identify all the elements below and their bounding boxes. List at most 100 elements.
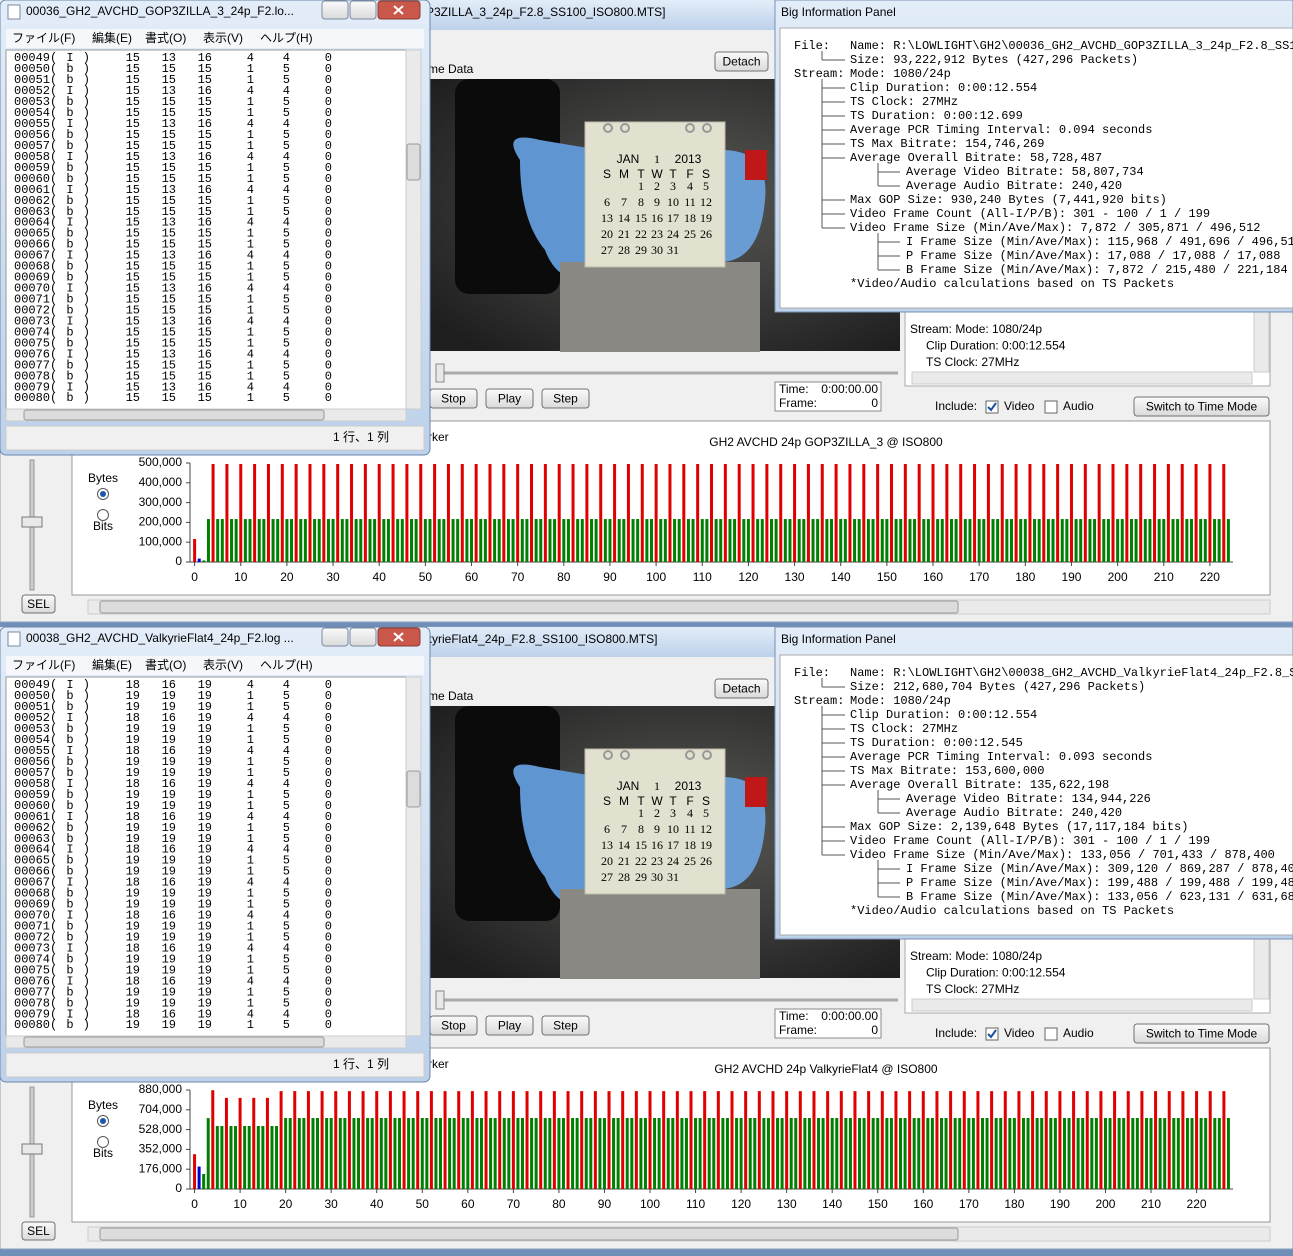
- notepad-vscroll[interactable]: [405, 49, 422, 410]
- bar: [926, 1118, 930, 1189]
- bar: [944, 1118, 948, 1189]
- log-cell: 00079: [14, 380, 50, 394]
- switch-time-mode-button[interactable]: [1133, 1023, 1270, 1044]
- play-button[interactable]: [485, 1015, 534, 1036]
- menu-item: ファイル(F): [12, 31, 75, 45]
- vertical-slider-thumb[interactable]: [21, 1143, 43, 1155]
- log-cell: 1: [247, 733, 254, 747]
- info-line: TS Max Bitrate: 154,746,269: [850, 137, 1044, 151]
- log-cell: 0: [325, 51, 332, 65]
- bar: [817, 1118, 821, 1189]
- log-cell: 19: [198, 678, 212, 692]
- log-cell: 5: [283, 227, 290, 241]
- calendar-date: 20: [601, 227, 613, 241]
- step-button[interactable]: [541, 388, 590, 409]
- log-cell: 4: [247, 711, 254, 725]
- maximize-button[interactable]: [349, 0, 377, 20]
- bar: [691, 519, 695, 562]
- calendar-date: 12: [700, 195, 712, 209]
- x-tick-label: 70: [507, 1197, 521, 1211]
- calendar-date: 30: [651, 870, 663, 884]
- notepad-vscroll-thumb[interactable]: [406, 770, 421, 808]
- log-cell: ( b ): [50, 898, 91, 912]
- bar: [598, 1118, 602, 1189]
- bar: [1000, 463, 1004, 562]
- summary-hscroll[interactable]: [911, 371, 1253, 385]
- bar: [802, 519, 806, 562]
- log-cell: 1: [247, 799, 254, 813]
- chart-hscroll-thumb[interactable]: [99, 1227, 959, 1241]
- bar: [962, 1091, 966, 1189]
- summary-vscroll[interactable]: [1253, 311, 1270, 373]
- log-cell: 15: [126, 271, 140, 285]
- summary-hscroll[interactable]: [911, 998, 1253, 1012]
- bar: [211, 463, 215, 562]
- log-cell: 00049: [14, 51, 50, 65]
- detach-button[interactable]: [714, 678, 769, 699]
- bar: [725, 1118, 729, 1189]
- log-cell: 19: [162, 985, 176, 999]
- log-cell: ( I ): [50, 216, 91, 230]
- bar: [359, 519, 363, 562]
- step-button[interactable]: [541, 1015, 590, 1036]
- bar: [643, 1118, 647, 1189]
- detach-button[interactable]: [714, 51, 769, 72]
- bits-radio[interactable]: [97, 509, 109, 521]
- bar: [520, 519, 524, 562]
- log-cell: 19: [126, 963, 140, 977]
- switch-time-mode-button[interactable]: [1133, 396, 1270, 417]
- stop-button-label: Stop: [441, 392, 466, 406]
- bar: [967, 1118, 971, 1189]
- log-cell: 15: [126, 293, 140, 307]
- vertical-slider-thumb[interactable]: [21, 516, 43, 528]
- log-cell: 4: [283, 380, 290, 394]
- bar: [735, 1118, 739, 1189]
- summary-vscroll[interactable]: [1253, 938, 1270, 1000]
- chart-hscroll-thumb[interactable]: [99, 600, 959, 614]
- log-cell: 5: [283, 271, 290, 285]
- bar: [671, 1118, 675, 1189]
- log-cell: 19: [126, 722, 140, 736]
- bar: [903, 1118, 907, 1189]
- log-cell: 15: [162, 194, 176, 208]
- log-cell: 15: [162, 106, 176, 120]
- bar: [826, 1091, 830, 1189]
- audio-checkbox[interactable]: [1044, 1027, 1058, 1041]
- log-cell: 19: [126, 689, 140, 703]
- bits-radio[interactable]: [97, 1136, 109, 1148]
- log-cell: 19: [198, 1007, 212, 1021]
- log-cell: ( b ): [50, 271, 91, 285]
- minimize-button[interactable]: [321, 0, 349, 20]
- x-tick-label: 190: [1061, 570, 1081, 584]
- play-button[interactable]: [485, 388, 534, 409]
- sel-button[interactable]: [21, 1221, 56, 1241]
- audio-checkbox[interactable]: [1044, 400, 1058, 414]
- lens: [455, 79, 560, 294]
- bar: [953, 1118, 957, 1189]
- sel-button[interactable]: [21, 594, 56, 614]
- log-cell: 1: [247, 62, 254, 76]
- bar: [539, 519, 543, 562]
- bar: [253, 463, 257, 562]
- notepad-vscroll[interactable]: [405, 676, 422, 1037]
- maximize-button[interactable]: [349, 627, 377, 647]
- log-cell: 15: [198, 62, 212, 76]
- seek-thumb[interactable]: [435, 990, 445, 1010]
- log-cell: 19: [198, 1018, 212, 1032]
- log-cell: 00077: [14, 985, 50, 999]
- bar: [753, 1118, 757, 1189]
- notepad-vscroll-thumb[interactable]: [406, 143, 421, 181]
- calendar-weekday: T: [669, 167, 677, 181]
- log-cell: 5: [283, 722, 290, 736]
- menu-item: 表示(V): [203, 658, 243, 672]
- notepad-status: 1 行、1 列: [333, 1057, 389, 1071]
- log-cell: 15: [198, 106, 212, 120]
- notepad-hscroll-thumb[interactable]: [23, 1036, 325, 1048]
- log-cell: 1: [247, 128, 254, 142]
- bar: [653, 1118, 657, 1189]
- log-cell: 5: [283, 194, 290, 208]
- seek-thumb[interactable]: [435, 363, 445, 383]
- notepad-hscroll-thumb[interactable]: [23, 409, 325, 421]
- bar: [913, 519, 917, 562]
- minimize-button[interactable]: [321, 627, 349, 647]
